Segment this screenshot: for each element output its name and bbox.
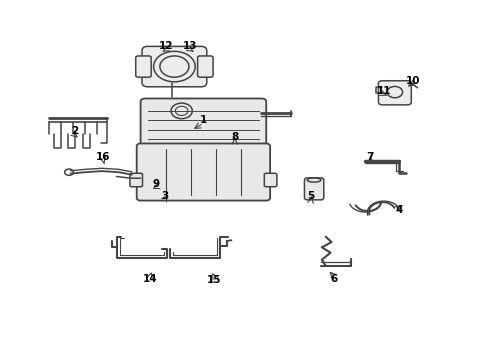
Text: 13: 13 — [183, 41, 197, 51]
FancyBboxPatch shape — [142, 46, 206, 87]
Text: 8: 8 — [231, 132, 238, 143]
Text: 3: 3 — [161, 191, 168, 201]
Text: 15: 15 — [207, 275, 222, 285]
Text: 9: 9 — [153, 179, 160, 189]
Text: 14: 14 — [142, 274, 157, 284]
Text: 4: 4 — [395, 205, 402, 215]
Text: 7: 7 — [366, 152, 373, 162]
FancyBboxPatch shape — [264, 173, 276, 187]
Text: 6: 6 — [329, 274, 337, 284]
Text: 2: 2 — [71, 126, 78, 136]
Text: 11: 11 — [376, 86, 390, 96]
Text: 12: 12 — [159, 41, 173, 51]
FancyBboxPatch shape — [378, 81, 410, 105]
Text: 16: 16 — [96, 152, 110, 162]
FancyBboxPatch shape — [137, 144, 269, 201]
FancyBboxPatch shape — [136, 56, 151, 77]
FancyBboxPatch shape — [130, 173, 142, 187]
FancyBboxPatch shape — [304, 178, 323, 200]
Text: 5: 5 — [307, 191, 314, 201]
Text: 1: 1 — [200, 115, 206, 125]
FancyBboxPatch shape — [197, 56, 213, 77]
Text: 10: 10 — [405, 76, 419, 86]
FancyBboxPatch shape — [140, 99, 265, 152]
